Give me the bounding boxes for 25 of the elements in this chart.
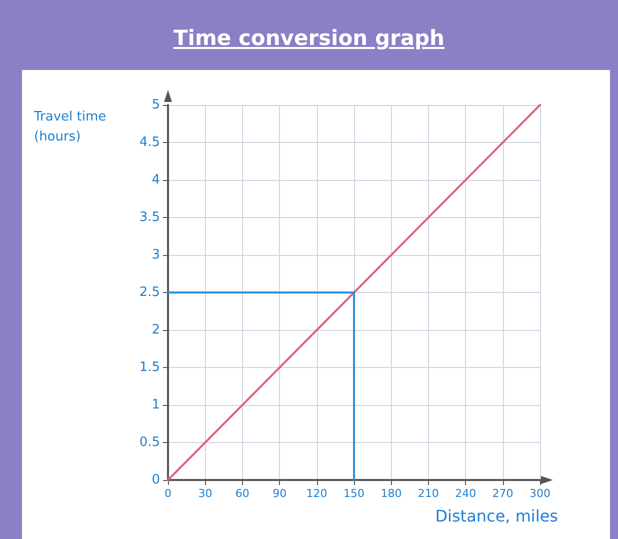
x-tick-label: 150: [344, 487, 364, 500]
x-tick-label: 300: [530, 487, 550, 500]
y-tick-label: 0: [152, 472, 160, 488]
y-tick-label: 2: [152, 322, 160, 338]
x-tick-label: 210: [418, 487, 439, 500]
x-tick-label: 240: [455, 487, 476, 500]
x-tick-label: 270: [492, 487, 514, 500]
y-tick-label: 2.5: [139, 285, 160, 300]
x-axis-title: Distance, miles: [435, 506, 558, 526]
x-tick-label: 0: [164, 487, 172, 500]
y-tick-label: 5: [152, 98, 160, 112]
x-tick-label: 30: [198, 487, 212, 500]
chart-title: Time conversion graph: [172, 26, 446, 50]
y-tick-label: 0.5: [139, 435, 160, 450]
x-tick-label: 60: [235, 487, 250, 500]
y-tick-label: 3: [152, 248, 160, 262]
y-tick-label: 4: [152, 172, 160, 188]
y-tick-label: 3.5: [139, 210, 160, 225]
x-tick-label: 180: [380, 487, 402, 500]
x-tick-label: 120: [306, 487, 328, 500]
y-tick-label: 4.5: [139, 135, 160, 150]
y-tick-label: 1: [152, 398, 160, 412]
y-tick-label: 1.5: [139, 360, 160, 375]
x-tick-label: 90: [272, 487, 287, 500]
y-axis-title: Travel time (hours): [33, 110, 106, 144]
